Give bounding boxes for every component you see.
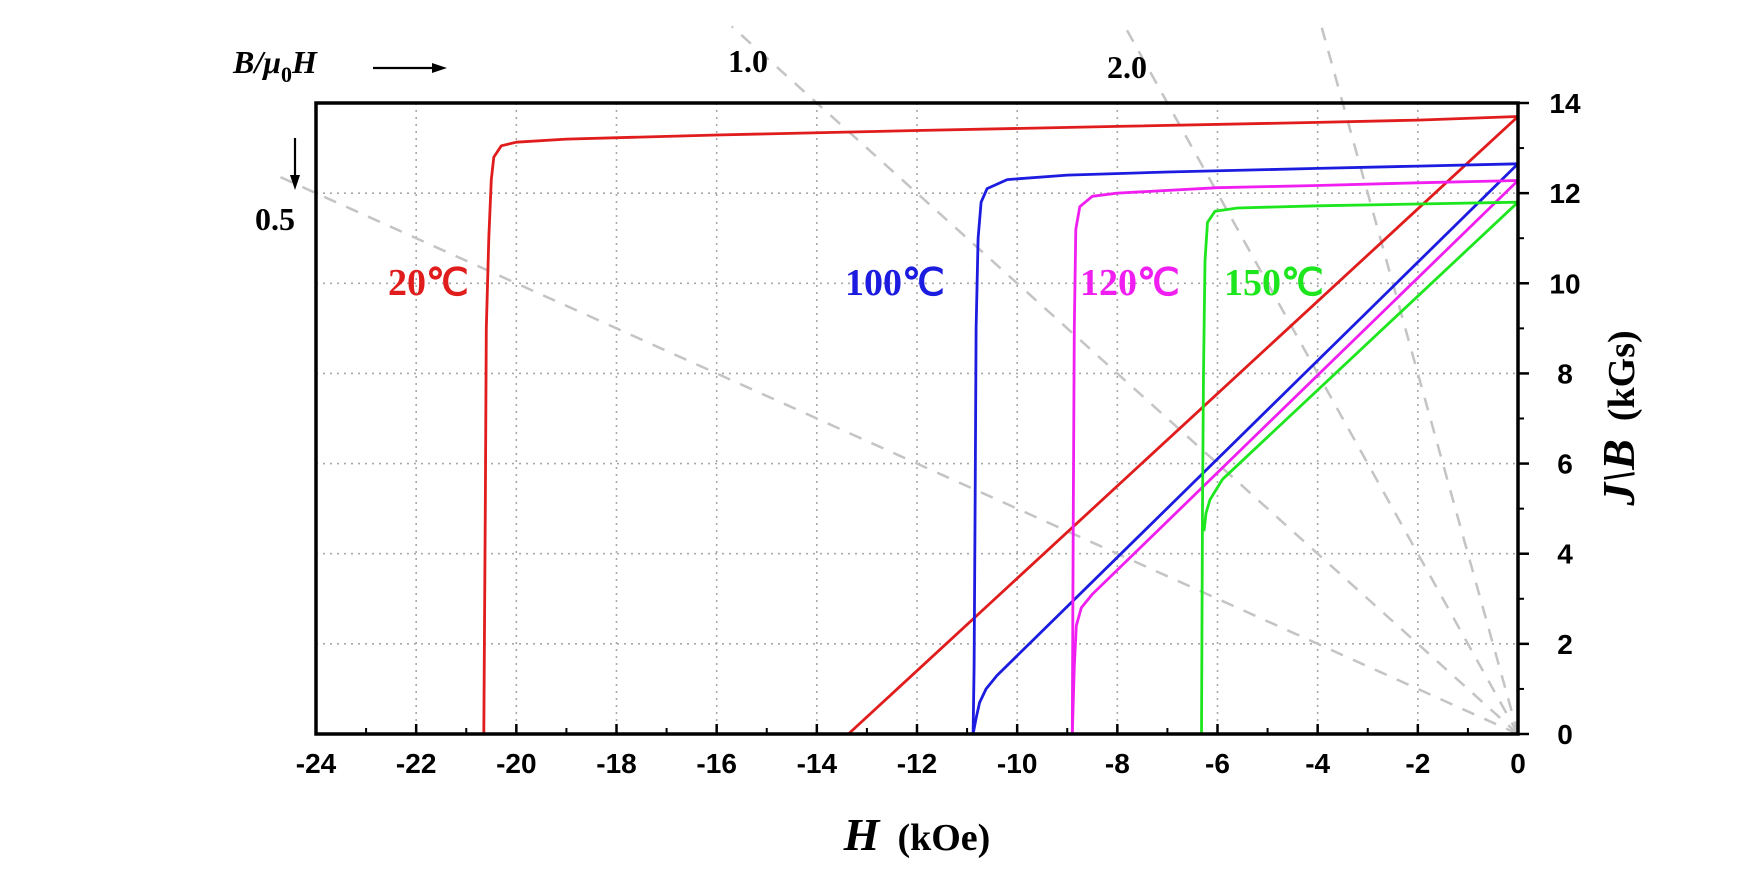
series-line-demag_J — [1070, 179, 1519, 735]
permeance-label-2.0: 2.0 — [1107, 49, 1147, 85]
y-axis-symbol: J\B — [1593, 439, 1644, 506]
y-tick-label: 10 — [1549, 268, 1580, 299]
permeance-header-suffix: H — [291, 44, 318, 80]
series-line-demag_J — [482, 115, 1519, 735]
label-20C: 20℃ — [388, 262, 469, 304]
axis-ticks — [314, 101, 1529, 736]
label-120C: 120℃ — [1080, 262, 1180, 304]
x-tick-label: 0 — [1510, 748, 1526, 779]
permeance-label-1.0: 1.0 — [728, 43, 768, 79]
permeance-line — [1123, 25, 1520, 735]
x-axis-symbol: H — [843, 809, 881, 860]
series-line-demag_J — [971, 162, 1519, 735]
x-tick-label: -8 — [1105, 748, 1130, 779]
y-tick-label: 8 — [1557, 358, 1573, 389]
y-tick-label: 2 — [1557, 629, 1573, 660]
series-line-intrinsic_B — [1070, 179, 1519, 735]
permeance-header: B/μ0H — [232, 44, 318, 87]
label-150C: 150℃ — [1224, 262, 1324, 304]
series-line-intrinsic_B — [971, 162, 1519, 735]
y-tick-label: 0 — [1557, 719, 1573, 750]
x-axis-title: H (kOe) — [843, 809, 991, 860]
x-tick-label: -24 — [296, 748, 337, 779]
series-line-intrinsic_B — [847, 115, 1519, 736]
grid-layer — [316, 103, 1518, 734]
permeance-line — [1320, 26, 1520, 735]
x-tick-label: -12 — [897, 748, 937, 779]
y-axis-title: J\B (kGs) — [1593, 330, 1644, 506]
x-tick-label: -14 — [797, 748, 838, 779]
x-tick-label: -20 — [496, 748, 536, 779]
down-arrow-icon — [290, 138, 300, 190]
series-line-demag_J — [1200, 200, 1519, 735]
x-tick-label: -16 — [696, 748, 736, 779]
permeance-lines — [270, 25, 1520, 736]
permeance-label-0.5: 0.5 — [255, 201, 295, 237]
y-tick-label: 12 — [1549, 178, 1580, 209]
x-tick-label: -22 — [396, 748, 436, 779]
x-tick-label: -4 — [1305, 748, 1330, 779]
permeance-header-subscript: 0 — [281, 62, 292, 87]
series-curves — [482, 115, 1519, 736]
x-tick-label: -6 — [1205, 748, 1230, 779]
x-tick-label: -18 — [596, 748, 636, 779]
permeance-line — [270, 171, 1519, 736]
series-line-intrinsic_B — [1202, 201, 1519, 532]
y-axis-unit: (kGs) — [1601, 330, 1643, 421]
x-tick-label: -10 — [997, 748, 1037, 779]
y-tick-label: 4 — [1557, 539, 1573, 570]
y-tick-label: 14 — [1549, 88, 1581, 119]
right-arrow-icon — [373, 63, 447, 73]
x-axis-unit: (kOe) — [897, 817, 990, 859]
y-tick-label: 6 — [1557, 449, 1573, 480]
tick-labels: -24 -22 -20 -18 -16 -14 -12 -10 -8 -6 -4 -2 00246810… — [296, 88, 1581, 779]
permeance-header-symbol: B/μ — [232, 44, 281, 80]
permeance-line — [730, 25, 1519, 735]
x-tick-label: -2 — [1405, 748, 1430, 779]
label-100C: 100℃ — [845, 262, 945, 304]
